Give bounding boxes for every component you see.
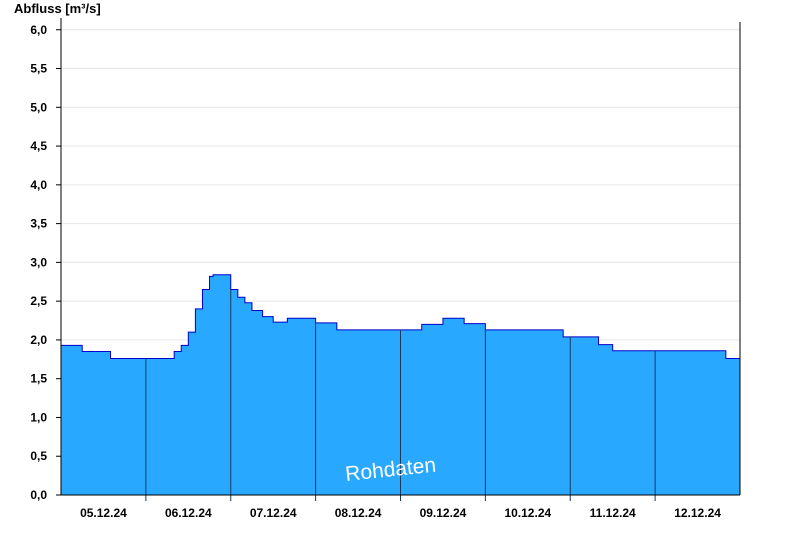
- plot-frame: [60, 18, 741, 496]
- y-tick-label: 0,5: [30, 449, 47, 463]
- y-axis: 0,0 0,5 1,0 1,5 2,0 2,5 3,0 3,5 4,0 4,5 5,0 5,5 6,0: [30, 23, 61, 502]
- y-tick-label: 4,5: [30, 139, 47, 153]
- x-tick-label: 09.12.24: [420, 506, 467, 520]
- discharge-line: [61, 274, 740, 360]
- x-tick-label: 12.12.24: [674, 506, 721, 520]
- y-tick-label: 0,0: [30, 488, 47, 502]
- x-tick-label: 07.12.24: [250, 506, 297, 520]
- y-tick-label: 2,5: [30, 294, 47, 308]
- x-tick-label: 10.12.24: [504, 506, 551, 520]
- y-tick-label: 4,0: [30, 178, 47, 192]
- y-axis-title: Abfluss [m³/s]: [14, 1, 101, 16]
- x-tick-label: 06.12.24: [165, 506, 212, 520]
- y-tick-label: 5,5: [30, 62, 47, 76]
- x-tick-label: 05.12.24: [80, 506, 127, 520]
- y-tick-label: 5,0: [30, 100, 47, 114]
- y-tick-label: 2,0: [30, 333, 47, 347]
- y-tick-label: 1,5: [30, 372, 47, 386]
- x-axis: 05.12.24 06.12.24 07.12.24 08.12.24 09.12.24…: [80, 506, 721, 520]
- y-tick-label: 3,5: [30, 217, 47, 231]
- day-separators: [145, 289, 656, 501]
- y-tick-label: 1,0: [30, 410, 47, 424]
- x-tick-label: 08.12.24: [335, 506, 382, 520]
- x-tick-label: 11.12.24: [590, 506, 636, 520]
- y-tick-label: 6,0: [30, 23, 47, 37]
- y-tick-label: 3,0: [30, 255, 47, 269]
